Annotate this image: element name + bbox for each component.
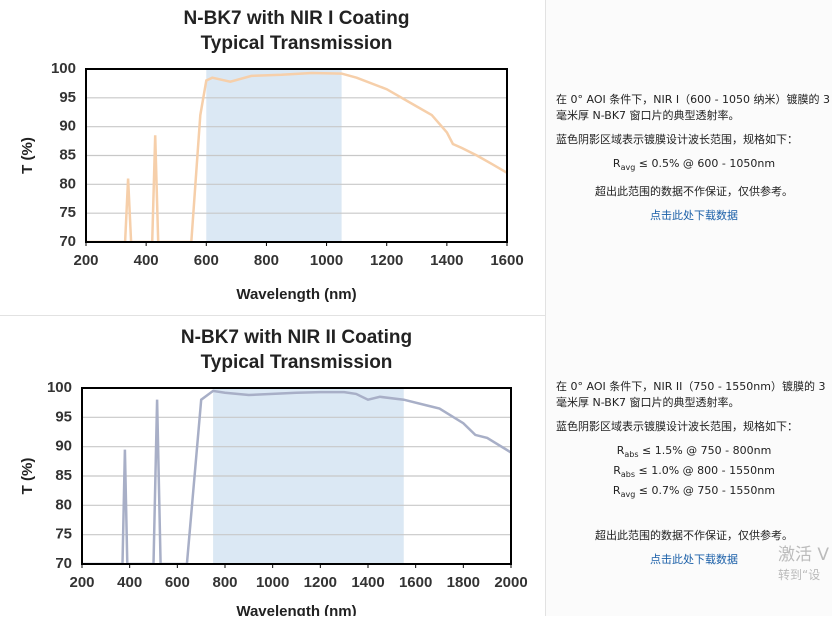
- line: [86, 71, 507, 242]
- disclaimer: 超出此范围的数据不作保证，仅供参考。: [595, 528, 793, 542]
- spec-sub: abs: [620, 470, 635, 480]
- specs: Rabs ≤ 1.5% @ 750 - 800nm Rabs ≤ 1.0% @ 8…: [556, 443, 832, 504]
- spec-symbol: R: [613, 464, 621, 478]
- chart-box: N-BK7 with NIR II Coating Typical Transmi…: [0, 315, 546, 620]
- y-tick-label: 95: [59, 89, 76, 106]
- description: 在 0° AOI 条件下，NIR I（600 - 1050 纳米）镀膜的 3 毫…: [546, 0, 832, 315]
- y-axis-label: T (%): [19, 137, 36, 174]
- x-tick-label: 1600: [490, 252, 523, 269]
- chart-title: N-BK7 with NIR I Coating: [184, 8, 410, 29]
- spec: Rabs ≤ 1.0% @ 800 - 1550nm: [556, 463, 832, 483]
- x-tick-label: 800: [254, 252, 279, 269]
- intro: 在 0° AOI 条件下，NIR I（600 - 1050 纳米）镀膜的 3 毫…: [556, 93, 831, 122]
- y-tick-label: 70: [59, 233, 76, 250]
- x-tick-label: 2000: [494, 574, 527, 591]
- x-axis-label: Wavelength (nm): [236, 603, 356, 616]
- spec-symbol: R: [612, 484, 621, 498]
- x-tick-label: 200: [73, 252, 98, 269]
- y-tick-label: 80: [59, 175, 76, 192]
- specs: Ravg ≤ 0.5% @ 600 - 1050nm: [556, 156, 832, 176]
- y-tick-label: 100: [47, 379, 72, 396]
- y-tick-label: 80: [55, 496, 72, 513]
- chart-title: Typical Transmission: [201, 33, 393, 54]
- spec-text: ≤ 0.5% @ 600 - 1050nm: [638, 157, 776, 170]
- x-tick-label: 1400: [351, 574, 384, 591]
- plot-frame: [85, 68, 508, 243]
- spec-sub: avg: [620, 490, 636, 500]
- spec-text: ≤ 0.7% @ 750 - 1550nm: [638, 484, 776, 498]
- shade-note: 蓝色阴影区域表示镀膜设计波长范围，规格如下：: [556, 133, 798, 146]
- y-tick-label: 90: [59, 118, 76, 135]
- x-tick-label: 1600: [399, 574, 432, 591]
- spec-sub: abs: [624, 450, 639, 460]
- spec: Ravg ≤ 0.5% @ 600 - 1050nm: [556, 156, 832, 176]
- spec-text: ≤ 1.5% @ 750 - 800nm: [642, 444, 772, 457]
- x-tick-label: 800: [212, 574, 237, 591]
- x-axis-label: Wavelength (nm): [236, 286, 356, 303]
- x-tick-label: 1200: [370, 252, 403, 269]
- x-tick-label: 200: [69, 574, 94, 591]
- chart: N-BK7 with NIR I Coating Typical Transmis…: [19, 8, 524, 303]
- intro: 在 0° AOI 条件下，NIR II（750 - 1550nm）镀膜的 3 毫…: [556, 380, 826, 409]
- x-tick-label: 1800: [447, 574, 480, 591]
- y-tick-label: 75: [55, 526, 72, 543]
- line: [82, 389, 511, 564]
- y-tick-label: 85: [59, 146, 76, 163]
- watermark: 激活 V: [778, 545, 830, 565]
- watermark: 转到“设: [778, 568, 821, 582]
- x-tick-label: 400: [117, 574, 142, 591]
- spec-symbol: R: [612, 157, 621, 170]
- spec: Ravg ≤ 0.7% @ 750 - 1550nm: [556, 483, 832, 503]
- x-tick-label: 400: [134, 252, 159, 269]
- y-tick-label: 70: [55, 555, 72, 572]
- chart-title: Typical Transmission: [201, 352, 393, 373]
- x-tick-label: 1000: [310, 252, 343, 269]
- spec-sub: avg: [620, 163, 636, 173]
- chart: N-BK7 with NIR II Coating Typical Transmi…: [19, 327, 528, 620]
- row: N-BK7 with NIR II Coating Typical Transmi…: [0, 315, 832, 620]
- x-tick-label: 1000: [256, 574, 289, 591]
- y-axis-label: T (%): [19, 458, 36, 495]
- plot-frame: [81, 387, 512, 565]
- y-tick-label: 95: [55, 408, 72, 425]
- download-link[interactable]: 点击此处下载数据: [650, 552, 738, 566]
- x-tick-label: 1200: [304, 574, 337, 591]
- spec-text: ≤ 1.0% @ 800 - 1550nm: [638, 464, 775, 478]
- spec: Rabs ≤ 1.5% @ 750 - 800nm: [556, 443, 832, 463]
- y-tick-label: 85: [55, 467, 72, 484]
- row: N-BK7 with NIR I Coating Typical Transmis…: [0, 0, 832, 316]
- spec-symbol: R: [616, 444, 625, 457]
- x-tick-label: 600: [194, 252, 219, 269]
- download-link[interactable]: 点击此处下载数据: [650, 209, 738, 223]
- y-tick-label: 100: [51, 60, 76, 77]
- x-tick-label: 1400: [430, 252, 463, 269]
- chart-box: N-BK7 with NIR I Coating Typical Transmis…: [0, 0, 546, 315]
- chart-title: N-BK7 with NIR II Coating: [181, 327, 412, 348]
- shade-note: 蓝色阴影区域表示镀膜设计波长范围，规格如下：: [556, 420, 798, 433]
- x-tick-label: 600: [165, 574, 190, 591]
- disclaimer: 超出此范围的数据不作保证，仅供参考。: [595, 185, 793, 199]
- description: 在 0° AOI 条件下，NIR II（750 - 1550nm）镀膜的 3 毫…: [546, 315, 832, 616]
- y-tick-label: 75: [59, 204, 76, 221]
- y-tick-label: 90: [55, 438, 72, 455]
